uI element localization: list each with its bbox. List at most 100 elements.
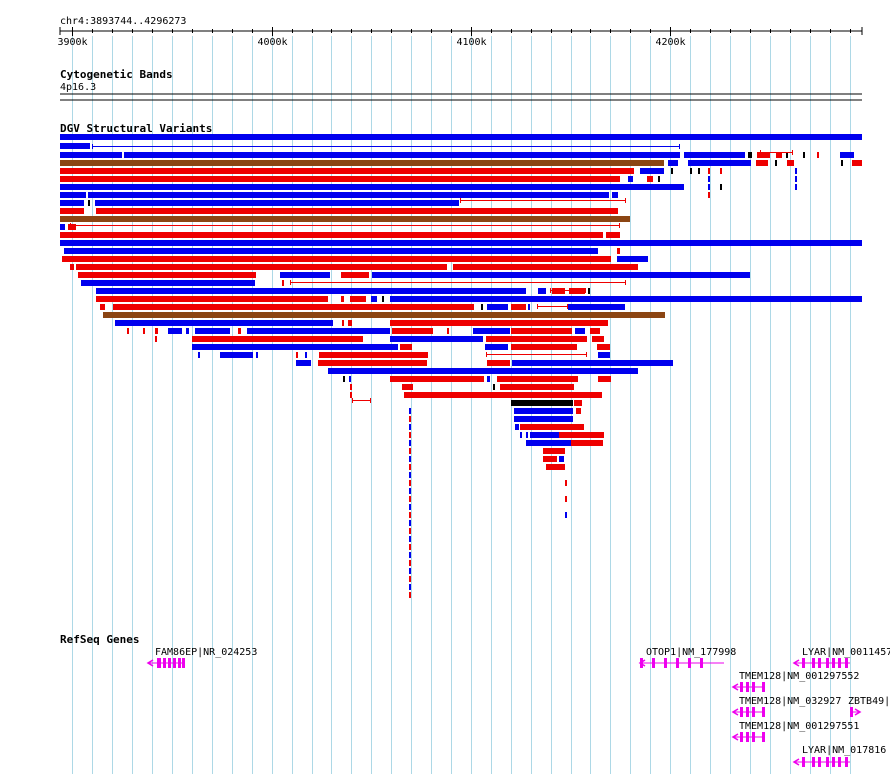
sv-feature[interactable] [404,392,602,398]
sv-feature[interactable] [60,240,862,246]
sv-feature[interactable] [690,168,692,174]
sv-feature[interactable] [559,456,564,462]
sv-feature[interactable] [453,264,638,270]
sv-feature[interactable] [247,328,390,334]
sv-feature[interactable] [409,544,411,550]
sv-feature[interactable] [348,320,352,326]
sv-feature[interactable] [103,312,665,318]
gene-glyph[interactable] [146,658,185,668]
sv-feature[interactable] [852,160,862,166]
sv-feature[interactable] [592,336,604,342]
sv-feature[interactable] [192,344,398,350]
sv-feature[interactable] [238,328,241,334]
sv-feature[interactable] [113,304,474,310]
sv-feature[interactable] [124,152,680,158]
sv-feature[interactable] [220,352,253,358]
sv-feature[interactable] [409,424,411,430]
sv-feature[interactable] [512,360,673,366]
sv-feature[interactable] [349,376,351,382]
sv-feature[interactable] [511,304,526,310]
sv-feature[interactable] [720,184,722,190]
gene-tmem128-3[interactable]: TMEM128|NM_001297551 [731,721,859,742]
sv-feature[interactable] [96,208,618,214]
sv-feature[interactable] [60,160,664,166]
sv-feature[interactable] [60,152,122,158]
sv-feature[interactable] [318,360,427,366]
sv-feature[interactable] [100,304,105,310]
sv-feature[interactable] [409,448,411,454]
sv-feature[interactable] [390,376,484,382]
sv-feature[interactable] [343,376,345,382]
sv-feature[interactable] [390,320,608,326]
sv-feature[interactable] [528,304,530,310]
sv-feature[interactable] [280,272,330,278]
sv-feature[interactable] [841,160,843,166]
gene-glyph[interactable] [731,682,765,692]
sv-feature[interactable] [671,168,673,174]
sv-feature[interactable] [546,464,565,470]
gene-tmem128-1[interactable]: TMEM128|NM_001297552 [731,671,859,692]
cytoband-track[interactable]: Cytogenetic Bands 4p16.3 [60,68,862,101]
sv-feature[interactable] [606,232,620,238]
sv-feature[interactable] [840,152,854,158]
sv-feature[interactable] [559,432,604,438]
sv-feature[interactable] [382,296,384,302]
sv-feature[interactable] [481,304,483,310]
sv-feature[interactable] [409,528,411,534]
sv-feature[interactable] [81,280,255,286]
sv-feature[interactable] [186,328,189,334]
sv-feature[interactable] [511,400,573,406]
sv-feature[interactable] [487,376,490,382]
sv-feature[interactable] [60,232,603,238]
sv-feature[interactable] [409,440,411,446]
sv-feature[interactable] [256,352,258,358]
sv-feature[interactable] [515,424,519,430]
sv-feature[interactable] [497,376,578,382]
sv-feature[interactable] [409,416,411,422]
sv-feature[interactable] [756,160,768,166]
sv-feature[interactable] [341,272,369,278]
sv-feature[interactable] [538,288,546,294]
sv-feature[interactable] [598,352,610,358]
sv-feature[interactable] [143,328,145,334]
sv-feature[interactable] [487,304,508,310]
sv-feature[interactable] [493,384,495,390]
sv-feature[interactable] [60,200,84,206]
sv-feature[interactable] [817,152,819,158]
sv-feature[interactable] [588,288,590,294]
sv-feature[interactable] [409,456,411,462]
sv-feature[interactable] [409,408,411,414]
sv-feature[interactable] [688,160,751,166]
sv-feature[interactable] [647,176,653,182]
sv-feature[interactable] [409,472,411,478]
sv-feature[interactable] [526,440,572,446]
sv-feature[interactable] [708,176,710,182]
sv-feature[interactable] [400,344,412,350]
sv-feature[interactable] [409,480,411,486]
sv-feature[interactable] [787,160,794,166]
sv-feature[interactable] [473,328,510,334]
sv-feature[interactable] [708,192,710,198]
sv-feature[interactable] [60,168,634,174]
dgv-features[interactable] [60,134,862,598]
sv-feature[interactable] [795,176,797,182]
sv-feature[interactable] [530,432,560,438]
sv-feature[interactable] [296,352,298,358]
sv-feature[interactable] [684,152,745,158]
sv-feature[interactable] [402,384,413,390]
sv-feature[interactable] [757,152,770,158]
sv-feature[interactable] [708,168,710,174]
sv-feature[interactable] [95,200,459,206]
sv-feature[interactable] [748,152,752,158]
sv-feature[interactable] [195,328,230,334]
sv-feature[interactable] [371,296,377,302]
gene-zbtb49[interactable]: ZBTB49| [848,696,890,717]
sv-feature[interactable] [543,456,557,462]
sv-feature[interactable] [155,336,157,342]
sv-feature[interactable] [62,256,611,262]
sv-feature[interactable] [568,304,625,310]
sv-feature[interactable] [514,408,573,414]
sv-feature[interactable] [597,344,610,350]
gene-otop1[interactable]: OTOP1|NM_177998 [638,647,736,668]
sv-feature[interactable] [514,416,573,422]
